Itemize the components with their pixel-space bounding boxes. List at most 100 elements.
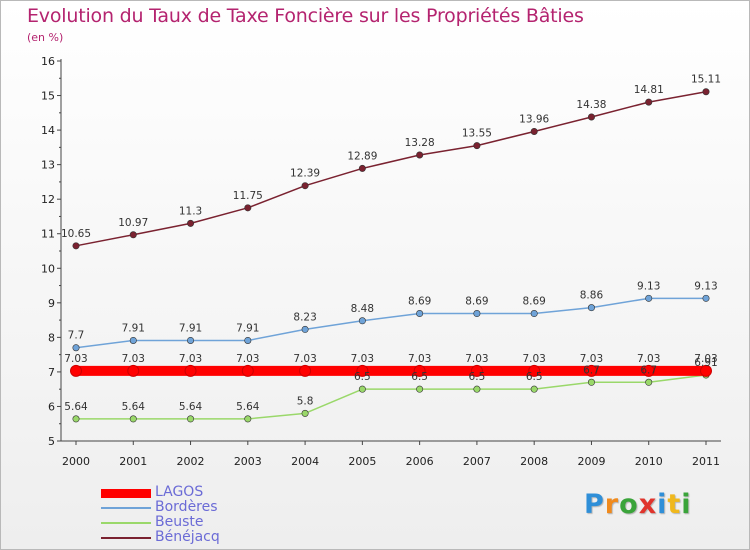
logo-letter: P <box>584 489 605 520</box>
x-tick-label: 2003 <box>234 455 262 468</box>
data-label-lagos: 7.03 <box>465 353 488 365</box>
data-label-lagos: 7.03 <box>64 353 87 365</box>
legend-label: Bénéjacq <box>155 529 220 545</box>
data-point-benejacq <box>473 142 481 150</box>
data-point-borderes <box>473 310 481 318</box>
legend-swatch <box>101 522 151 524</box>
data-label-benejacq: 12.39 <box>290 168 320 180</box>
x-tick-label: 2004 <box>291 455 319 468</box>
data-label-beuste: 6.5 <box>354 371 371 383</box>
y-tick-label: 10 <box>41 262 55 275</box>
legend-label: LAGOS <box>155 484 204 500</box>
data-label-benejacq: 13.96 <box>519 113 549 125</box>
data-point-borderes <box>416 310 424 318</box>
data-label-beuste: 6.7 <box>583 364 600 376</box>
data-label-borderes: 8.86 <box>580 290 604 302</box>
data-label-beuste: 6.7 <box>640 364 657 376</box>
data-point-borderes <box>530 310 538 318</box>
data-label-lagos: 7.03 <box>580 353 603 365</box>
x-tick-label: 2010 <box>635 455 663 468</box>
data-point-lagos <box>700 364 712 377</box>
series-line-borderes <box>75 297 706 349</box>
data-label-borderes: 8.69 <box>465 296 488 308</box>
data-point-borderes <box>244 336 252 344</box>
data-label-benejacq: 13.55 <box>462 128 492 140</box>
x-tick-label: 2000 <box>62 455 90 468</box>
data-point-lagos <box>642 364 655 377</box>
data-label-lagos: 7.03 <box>522 353 545 365</box>
legend-label: Beuste <box>155 514 204 530</box>
data-point-benejacq <box>187 219 195 227</box>
x-tick-label: 2009 <box>577 455 605 468</box>
data-point-benejacq <box>301 182 309 190</box>
data-label-borderes: 8.23 <box>293 311 316 323</box>
chart-title: Evolution du Taux de Taxe Foncière sur l… <box>27 5 584 27</box>
data-point-lagos <box>413 364 426 377</box>
data-label-benejacq: 15.11 <box>691 74 721 86</box>
legend-label: Bordères <box>155 499 218 515</box>
data-label-borderes: 7.7 <box>68 330 85 342</box>
data-label-benejacq: 11.3 <box>179 205 202 217</box>
data-point-lagos <box>127 364 140 377</box>
data-label-borderes: 7.91 <box>122 322 145 334</box>
data-point-beuste <box>301 409 309 417</box>
x-tick-label: 2001 <box>119 455 147 468</box>
legend-swatch <box>101 488 151 498</box>
data-point-beuste <box>129 415 137 423</box>
y-tick-label: 16 <box>41 55 55 68</box>
data-label-beuste: 5.64 <box>64 401 88 413</box>
data-point-beuste <box>416 385 424 393</box>
data-point-borderes <box>702 294 710 302</box>
data-point-beuste <box>72 415 80 423</box>
data-point-beuste <box>473 385 481 393</box>
y-tick-label: 13 <box>41 159 55 172</box>
x-tick-label: 2006 <box>406 455 434 468</box>
x-tick-label: 2007 <box>463 455 491 468</box>
data-label-beuste: 6.91 <box>694 357 717 369</box>
y-tick-label: 15 <box>41 90 55 103</box>
logo-letter: i <box>657 489 668 520</box>
data-label-benejacq: 12.89 <box>347 150 377 162</box>
data-label-lagos: 7.03 <box>694 353 717 365</box>
y-tick-label: 12 <box>41 193 55 206</box>
data-label-borderes: 9.13 <box>694 280 717 292</box>
data-label-beuste: 5.64 <box>122 401 146 413</box>
data-point-benejacq <box>702 88 710 96</box>
series-lines <box>70 88 712 423</box>
data-point-lagos <box>528 364 541 377</box>
data-label-lagos: 7.03 <box>351 353 374 365</box>
x-tick-label: 2002 <box>177 455 205 468</box>
chart-subtitle: (en %) <box>27 31 64 44</box>
data-label-beuste: 5.64 <box>179 401 203 413</box>
y-tick-label: 11 <box>41 228 55 241</box>
data-label-beuste: 6.5 <box>526 371 543 383</box>
data-point-beuste <box>530 385 538 393</box>
data-point-benejacq <box>416 151 424 159</box>
data-point-borderes <box>587 304 595 312</box>
data-point-benejacq <box>530 127 538 135</box>
data-point-beuste <box>645 378 653 386</box>
data-label-lagos: 7.03 <box>179 353 202 365</box>
y-tick-label: 14 <box>41 124 55 137</box>
data-label-lagos: 7.03 <box>293 353 316 365</box>
data-point-borderes <box>358 317 366 325</box>
data-label-benejacq: 14.38 <box>576 99 606 111</box>
x-tick-label: 2008 <box>520 455 548 468</box>
data-point-lagos <box>184 364 197 377</box>
data-point-borderes <box>187 336 195 344</box>
data-point-beuste <box>587 378 595 386</box>
data-label-lagos: 7.03 <box>637 353 660 365</box>
data-point-borderes <box>301 325 309 333</box>
data-label-benejacq: 10.65 <box>61 228 91 240</box>
data-label-benejacq: 14.81 <box>634 84 664 96</box>
proxiti-logo: Proxiti <box>584 489 692 520</box>
data-label-lagos: 7.03 <box>122 353 145 365</box>
data-point-beuste <box>187 415 195 423</box>
data-point-benejacq <box>72 242 80 250</box>
data-label-lagos: 7.03 <box>236 353 259 365</box>
data-point-borderes <box>72 344 80 352</box>
data-label-lagos: 7.03 <box>408 353 431 365</box>
data-point-lagos <box>241 364 254 377</box>
x-tick-label: 2011 <box>692 455 720 468</box>
